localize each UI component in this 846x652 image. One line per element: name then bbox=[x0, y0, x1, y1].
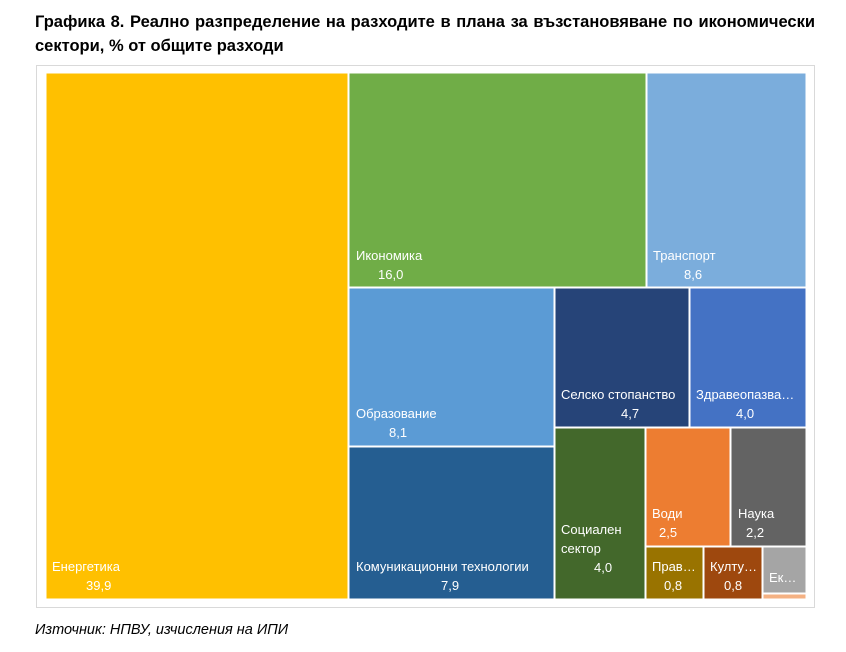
tile-label-9: Наука bbox=[738, 506, 775, 521]
tile-label-6: Здравеопазва… bbox=[696, 387, 794, 402]
tile-label-5: Селско стопанство bbox=[561, 387, 675, 402]
treemap-tile-2 bbox=[646, 72, 807, 288]
treemap-tile-7 bbox=[554, 427, 646, 600]
tile-value-4: 7,9 bbox=[441, 578, 459, 593]
treemap-tile-10 bbox=[645, 546, 704, 600]
treemap-tile-3 bbox=[348, 287, 555, 447]
tile-label-7-1: сектор bbox=[561, 541, 601, 556]
tile-value-8: 2,5 bbox=[659, 525, 677, 540]
tile-value-10: 0,8 bbox=[664, 578, 682, 593]
tile-value-1: 16,0 bbox=[378, 267, 403, 282]
tile-value-6: 4,0 bbox=[736, 406, 754, 421]
treemap-tile-4 bbox=[348, 446, 555, 600]
treemap-tile-11 bbox=[703, 546, 763, 600]
chart-title: Графика 8. Реално разпределение на разхо… bbox=[35, 13, 815, 55]
tile-label-4: Комуникационни технологии bbox=[356, 559, 529, 574]
tile-label-12: Ек… bbox=[769, 570, 796, 585]
treemap-tile-13 bbox=[762, 593, 807, 600]
tile-label-7-0: Социален bbox=[561, 522, 622, 537]
tile-label-2: Транспорт bbox=[653, 248, 716, 263]
tile-label-11: Култу… bbox=[710, 559, 757, 574]
tile-value-5: 4,7 bbox=[621, 406, 639, 421]
treemap-tile-5 bbox=[554, 287, 690, 428]
treemap-tile-6 bbox=[689, 287, 807, 428]
treemap-chart: Енергетика 39,9 Икономика 16,0 Транспорт 8,6 О… bbox=[45, 72, 807, 600]
tile-value-2: 8,6 bbox=[684, 267, 702, 282]
treemap-tile-12 bbox=[762, 546, 807, 594]
tile-value-0: 39,9 bbox=[86, 578, 111, 593]
tile-value-7: 4,0 bbox=[594, 560, 612, 575]
tile-value-11: 0,8 bbox=[724, 578, 742, 593]
tile-label-0: Енергетика bbox=[52, 559, 121, 574]
tile-label-3: Образование bbox=[356, 406, 437, 421]
tile-label-8: Води bbox=[652, 506, 682, 521]
tile-label-1: Икономика bbox=[356, 248, 423, 263]
treemap-tile-8 bbox=[645, 427, 731, 547]
tile-label-10: Прав… bbox=[652, 559, 696, 574]
source-note: Източник: НПВУ, изчисления на ИПИ bbox=[35, 622, 289, 638]
tile-value-9: 2,2 bbox=[746, 525, 764, 540]
treemap-tile-0 bbox=[45, 72, 349, 600]
treemap-tile-9 bbox=[730, 427, 807, 547]
tile-value-3: 8,1 bbox=[389, 425, 407, 440]
treemap-tile-1 bbox=[348, 72, 647, 288]
